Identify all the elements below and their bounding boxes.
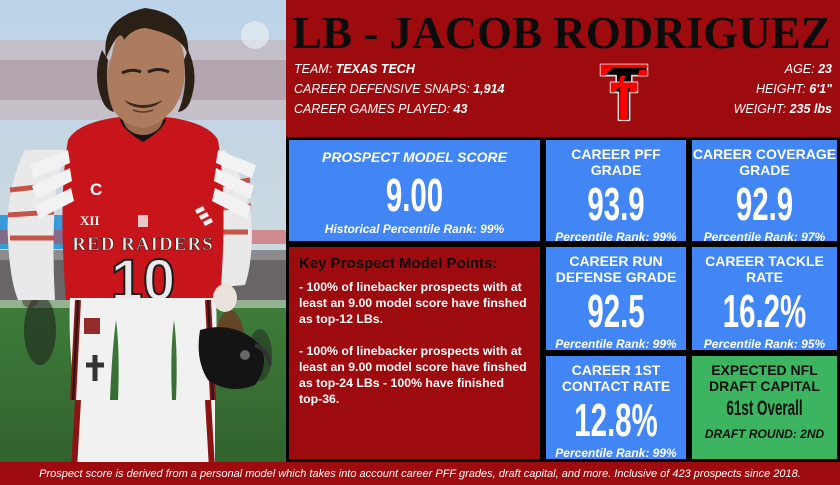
svg-text:C: C [90, 180, 102, 199]
svg-text:XII: XII [80, 213, 100, 228]
